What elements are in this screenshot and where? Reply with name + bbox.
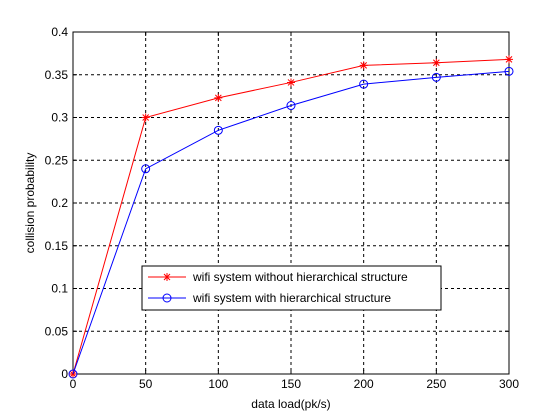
y-tick-label: 0.4 bbox=[51, 25, 68, 39]
x-tick-label: 150 bbox=[281, 377, 301, 391]
y-tick-label: 0.1 bbox=[51, 282, 68, 296]
x-tick-label: 300 bbox=[499, 377, 519, 391]
legend-marker-glyph bbox=[162, 293, 172, 303]
legend-label-series-2: wifi system with hierarchical structure bbox=[192, 291, 391, 305]
y-tick-label: 0 bbox=[61, 367, 68, 381]
x-tick-label: 100 bbox=[208, 377, 228, 391]
y-axis-label: collision probability bbox=[23, 153, 37, 254]
y-tick-label: 0.15 bbox=[45, 239, 69, 253]
series-2-point bbox=[141, 164, 151, 174]
legend: wifi system without hierarchical structu… bbox=[141, 265, 442, 311]
y-tick-label: 0.05 bbox=[45, 324, 69, 338]
series-layer bbox=[68, 55, 514, 379]
x-tick-label: 50 bbox=[139, 377, 153, 391]
series-2-point bbox=[504, 66, 514, 76]
series-2-point bbox=[213, 125, 223, 135]
legend-box bbox=[141, 265, 442, 311]
legend-marker-glyph bbox=[163, 273, 171, 281]
series-2-point bbox=[68, 369, 78, 379]
series-2-point bbox=[359, 79, 369, 89]
legend-label-series-1: wifi system without hierarchical structu… bbox=[192, 270, 408, 284]
tick-labels: 0 50 100 150 200 250 300 0 0.05 0.1 0.15 0.2 0.25 0.3… bbox=[45, 25, 520, 391]
y-tick-label: 0.35 bbox=[45, 68, 69, 82]
series-line-2 bbox=[72, 70, 510, 375]
series-1-point bbox=[432, 58, 441, 67]
series-2-point bbox=[286, 101, 296, 111]
series-2-point bbox=[431, 72, 441, 82]
y-tick-label: 0.25 bbox=[45, 153, 69, 167]
series-1-point bbox=[505, 55, 513, 64]
x-tick-label: 0 bbox=[70, 377, 77, 391]
x-tick-label: 250 bbox=[426, 377, 446, 391]
legend-marker-series-2 bbox=[162, 293, 172, 303]
x-tick-label: 200 bbox=[354, 377, 374, 391]
legend-marker-series-1 bbox=[163, 273, 171, 281]
series-1-point bbox=[214, 93, 223, 102]
y-tick-label: 0.3 bbox=[51, 111, 68, 125]
x-axis-label: data load(pk/s) bbox=[251, 397, 330, 411]
series-1-point bbox=[141, 113, 150, 122]
y-tick-label: 0.2 bbox=[51, 196, 68, 210]
series-1-point bbox=[287, 78, 295, 87]
series-1-point bbox=[359, 61, 368, 70]
